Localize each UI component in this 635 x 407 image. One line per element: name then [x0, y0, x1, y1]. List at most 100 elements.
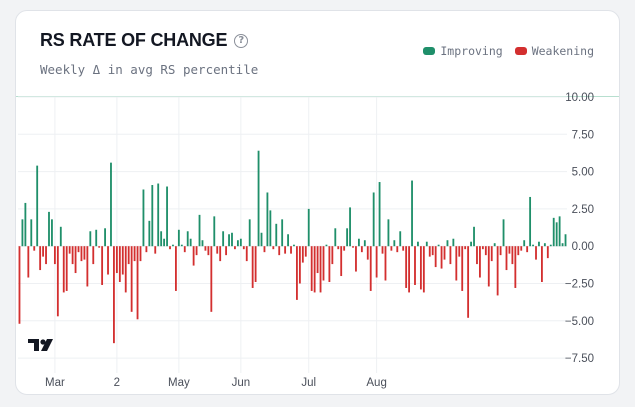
- bar-improving[interactable]: [446, 240, 449, 247]
- bar-weakening[interactable]: [216, 246, 219, 254]
- bar-improving[interactable]: [157, 183, 160, 247]
- bar-weakening[interactable]: [298, 246, 301, 284]
- bar-weakening[interactable]: [520, 246, 523, 251]
- bar-weakening[interactable]: [18, 246, 21, 324]
- bar-weakening[interactable]: [431, 246, 434, 256]
- bar-improving[interactable]: [293, 244, 295, 247]
- bar-improving[interactable]: [189, 238, 192, 247]
- bar-weakening[interactable]: [479, 246, 481, 278]
- bar-weakening[interactable]: [340, 246, 343, 277]
- bar-improving[interactable]: [523, 240, 526, 247]
- bar-weakening[interactable]: [251, 246, 254, 288]
- bar-improving[interactable]: [248, 219, 251, 247]
- bar-improving[interactable]: [180, 244, 183, 247]
- bar-weakening[interactable]: [254, 246, 257, 282]
- bar-weakening[interactable]: [508, 246, 511, 254]
- bar-weakening[interactable]: [481, 246, 484, 250]
- bar-improving[interactable]: [260, 232, 263, 247]
- bar-improving[interactable]: [452, 238, 455, 247]
- bar-weakening[interactable]: [86, 246, 89, 287]
- bar-weakening[interactable]: [42, 246, 45, 257]
- bar-weakening[interactable]: [496, 246, 499, 296]
- bar-weakening[interactable]: [83, 246, 86, 260]
- bar-weakening[interactable]: [487, 246, 490, 287]
- bar-weakening[interactable]: [526, 246, 529, 253]
- bar-improving[interactable]: [163, 238, 166, 247]
- bar-weakening[interactable]: [77, 246, 80, 253]
- bar-improving[interactable]: [160, 231, 163, 247]
- bar-improving[interactable]: [222, 231, 225, 247]
- bar-improving[interactable]: [59, 226, 62, 247]
- bar-weakening[interactable]: [192, 246, 195, 266]
- bar-improving[interactable]: [110, 162, 112, 247]
- bar-weakening[interactable]: [322, 246, 325, 281]
- bar-improving[interactable]: [552, 217, 555, 247]
- bar-weakening[interactable]: [337, 246, 340, 250]
- bar-improving[interactable]: [561, 243, 564, 247]
- bar-weakening[interactable]: [310, 246, 313, 291]
- bar-weakening[interactable]: [113, 246, 115, 344]
- bar-weakening[interactable]: [68, 246, 71, 254]
- bar-weakening[interactable]: [278, 246, 281, 256]
- bar-chart[interactable]: 10.00 7.50 5.00 2.50 0.00 −2.50 −5.00 −7.50 Mar…: [16, 11, 620, 395]
- bar-improving[interactable]: [393, 240, 396, 247]
- bar-improving[interactable]: [30, 219, 33, 247]
- bar-weakening[interactable]: [414, 246, 416, 285]
- bar-weakening[interactable]: [476, 246, 478, 265]
- bar-weakening[interactable]: [245, 246, 248, 262]
- bar-improving[interactable]: [231, 232, 233, 247]
- bar-improving[interactable]: [473, 226, 475, 247]
- bar-weakening[interactable]: [540, 246, 543, 282]
- bar-weakening[interactable]: [207, 246, 210, 256]
- bar-improving[interactable]: [334, 228, 337, 247]
- bar-weakening[interactable]: [154, 246, 157, 254]
- bar-weakening[interactable]: [422, 246, 425, 293]
- bar-improving[interactable]: [564, 234, 567, 247]
- bar-weakening[interactable]: [62, 246, 65, 293]
- bar-weakening[interactable]: [505, 246, 508, 271]
- bar-weakening[interactable]: [499, 246, 502, 256]
- bar-weakening[interactable]: [390, 246, 393, 251]
- bar-weakening[interactable]: [139, 246, 142, 262]
- bar-weakening[interactable]: [98, 246, 101, 248]
- bar-weakening[interactable]: [290, 246, 292, 254]
- bar-weakening[interactable]: [27, 246, 30, 278]
- bar-improving[interactable]: [558, 216, 561, 247]
- bar-improving[interactable]: [142, 189, 145, 247]
- bar-improving[interactable]: [502, 219, 505, 247]
- bar-weakening[interactable]: [92, 246, 95, 265]
- bar-improving[interactable]: [287, 234, 289, 247]
- bar-improving[interactable]: [437, 244, 440, 247]
- bar-weakening[interactable]: [45, 246, 47, 265]
- bar-weakening[interactable]: [219, 246, 222, 262]
- bar-weakening[interactable]: [419, 246, 422, 290]
- tradingview-logo-icon[interactable]: [28, 339, 53, 351]
- bar-improving[interactable]: [24, 202, 27, 247]
- bar-weakening[interactable]: [375, 246, 378, 278]
- bar-weakening[interactable]: [384, 246, 387, 281]
- bar-weakening[interactable]: [33, 246, 36, 251]
- bar-improving[interactable]: [198, 214, 201, 247]
- bar-improving[interactable]: [228, 234, 230, 247]
- bar-weakening[interactable]: [352, 246, 354, 248]
- bar-improving[interactable]: [417, 241, 419, 247]
- bar-improving[interactable]: [372, 192, 375, 247]
- bar-improving[interactable]: [239, 238, 242, 247]
- bar-weakening[interactable]: [490, 246, 493, 262]
- bar-improving[interactable]: [307, 208, 310, 247]
- bar-weakening[interactable]: [331, 246, 334, 265]
- bar-improving[interactable]: [349, 207, 351, 247]
- bar-improving[interactable]: [411, 180, 413, 247]
- bar-weakening[interactable]: [242, 246, 245, 250]
- bar-improving[interactable]: [387, 219, 390, 247]
- bar-improving[interactable]: [48, 211, 50, 247]
- bar-improving[interactable]: [425, 241, 428, 247]
- bar-weakening[interactable]: [101, 246, 104, 285]
- bar-weakening[interactable]: [313, 246, 316, 293]
- bar-weakening[interactable]: [535, 246, 537, 260]
- bar-weakening[interactable]: [434, 246, 437, 268]
- bar-improving[interactable]: [529, 196, 532, 247]
- bar-weakening[interactable]: [39, 246, 42, 271]
- bar-improving[interactable]: [148, 220, 151, 247]
- bar-improving[interactable]: [95, 229, 98, 247]
